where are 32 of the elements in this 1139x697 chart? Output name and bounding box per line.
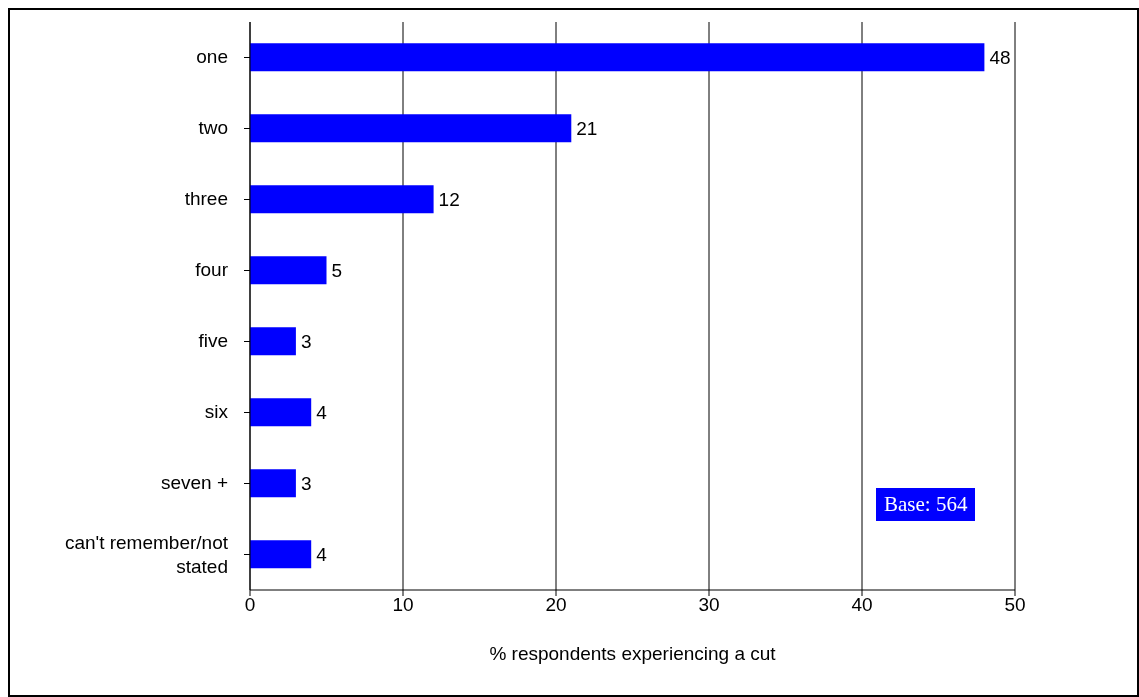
- x-tick-label: 10: [392, 594, 414, 616]
- y-tick-label: one: [196, 45, 228, 67]
- data-label: 21: [576, 118, 598, 140]
- x-tick-label: 50: [1004, 594, 1026, 616]
- annotation: Base: 564: [876, 488, 976, 521]
- bar: [250, 114, 572, 143]
- bar: [250, 398, 312, 427]
- x-tick-label: 20: [545, 594, 567, 616]
- x-tick-label: 0: [244, 594, 256, 616]
- y-tick-label: five: [198, 329, 228, 351]
- x-tick-label: 40: [851, 594, 873, 616]
- data-label: 4: [316, 544, 328, 566]
- y-tick-label: two: [198, 116, 228, 138]
- data-label: 12: [438, 189, 460, 211]
- y-tick-label: seven +: [160, 471, 228, 493]
- data-label: 3: [300, 473, 312, 495]
- bar: [250, 540, 312, 569]
- data-label: 3: [300, 331, 312, 353]
- data-label: 5: [331, 260, 343, 282]
- bar: [250, 43, 985, 72]
- bar: [250, 469, 296, 498]
- x-axis-title: % respondents experiencing a cut: [489, 643, 777, 664]
- y-tick-label: four: [195, 258, 229, 280]
- bar: [250, 185, 434, 214]
- y-tick-label: three: [184, 187, 228, 209]
- bar: [250, 256, 327, 285]
- y-tick-label: can't remember/not stated: [64, 531, 229, 577]
- y-tick-label: six: [204, 400, 229, 422]
- data-label: 4: [316, 402, 328, 424]
- x-tick-label: 30: [698, 594, 720, 616]
- data-label: 48: [989, 47, 1011, 69]
- bar: [250, 327, 296, 356]
